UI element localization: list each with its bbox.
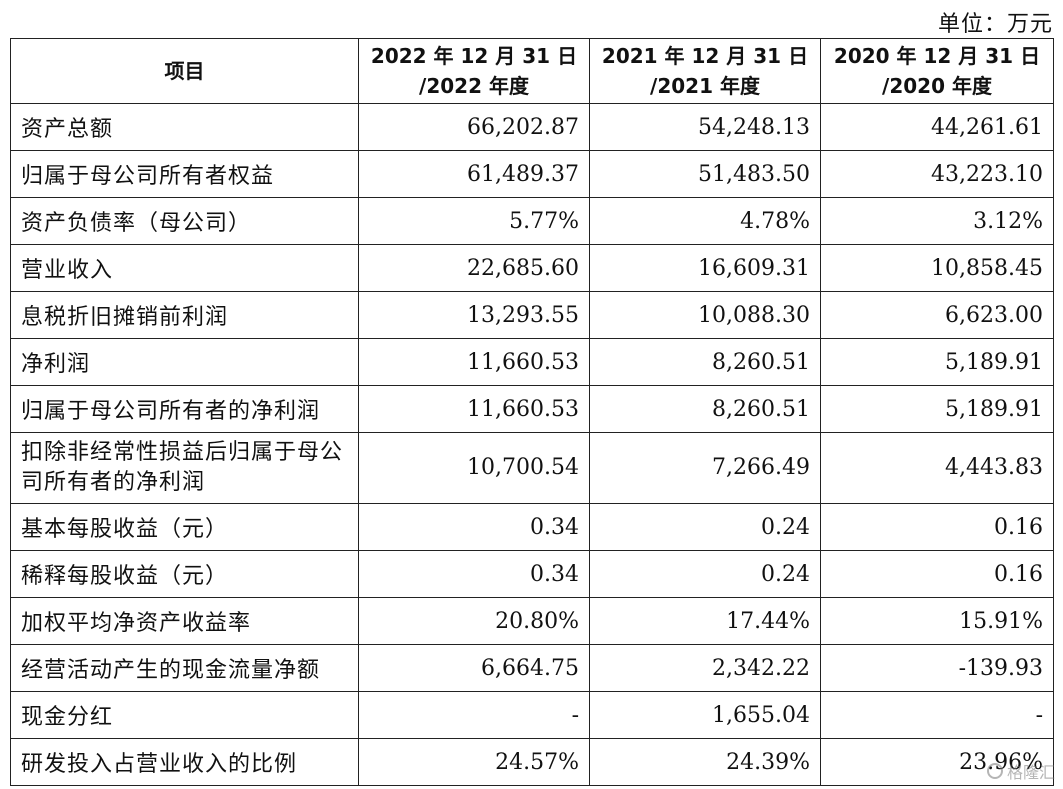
gelonghui-logo-icon — [986, 763, 1003, 779]
table-row: 资产总额 66,202.87 54,248.13 44,261.61 — [10, 103, 1054, 151]
value-2021: 54,248.13 — [589, 103, 821, 151]
row-label: 研发投入占营业收入的比例 — [10, 738, 359, 786]
table-row: 经营活动产生的现金流量净额 6,664.75 2,342.22 -139.93 — [10, 644, 1054, 692]
row-label: 加权平均净资产收益率 — [10, 597, 359, 645]
value-2020: 5,189.91 — [820, 385, 1054, 433]
value-2020: -139.93 — [820, 644, 1054, 692]
row-label: 净利润 — [10, 338, 359, 386]
header-2021-line2: /2021 年度 — [650, 74, 760, 98]
value-2021: 0.24 — [589, 503, 821, 551]
unit-label: 单位：万元 — [937, 12, 1053, 37]
value-2022: 11,660.53 — [358, 338, 590, 386]
watermark: 格隆汇 — [986, 759, 1055, 783]
header-2022-line1: 2022 年 12 月 31 日 — [370, 44, 578, 68]
value-2021: 8,260.51 — [589, 385, 821, 433]
value-2021: 0.24 — [589, 550, 821, 598]
value-2021: 8,260.51 — [589, 338, 821, 386]
value-2021: 2,342.22 — [589, 644, 821, 692]
value-2022: 10,700.54 — [358, 432, 590, 504]
table-row: 营业收入 22,685.60 16,609.31 10,858.45 — [10, 244, 1054, 292]
row-label: 现金分红 — [10, 691, 359, 739]
value-2022: 13,293.55 — [358, 291, 590, 339]
value-2020: 5,189.91 — [820, 338, 1054, 386]
value-2020: 10,858.45 — [820, 244, 1054, 292]
table-row: 资产负债率（母公司） 5.77% 4.78% 3.12% — [10, 197, 1054, 245]
value-2022: 11,660.53 — [358, 385, 590, 433]
financial-summary-table: 项目 2022 年 12 月 31 日 /2022 年度 2021 年 12 月… — [10, 38, 1054, 786]
value-2022: 5.77% — [358, 197, 590, 245]
value-2022: 61,489.37 — [358, 150, 590, 198]
value-2022: 24.57% — [358, 738, 590, 786]
value-2021: 7,266.49 — [589, 432, 821, 504]
value-2021: 1,655.04 — [589, 691, 821, 739]
value-2022: 0.34 — [358, 550, 590, 598]
value-2020: 44,261.61 — [820, 103, 1054, 151]
header-2020-line1: 2020 年 12 月 31 日 — [833, 44, 1041, 68]
value-2020: 6,623.00 — [820, 291, 1054, 339]
table-row: 扣除非经常性损益后归属于母公司所有者的净利润 10,700.54 7,266.4… — [10, 432, 1054, 504]
header-2020: 2020 年 12 月 31 日 /2020 年度 — [820, 38, 1054, 104]
row-label: 营业收入 — [10, 244, 359, 292]
row-label: 资产负债率（母公司） — [10, 197, 359, 245]
value-2020: 0.16 — [820, 503, 1054, 551]
row-label: 归属于母公司所有者权益 — [10, 150, 359, 198]
value-2020: 0.16 — [820, 550, 1054, 598]
value-2020: 43,223.10 — [820, 150, 1054, 198]
row-label: 扣除非经常性损益后归属于母公司所有者的净利润 — [10, 432, 359, 504]
row-label: 息税折旧摊销前利润 — [10, 291, 359, 339]
header-2022-line2: /2022 年度 — [419, 74, 529, 98]
value-2020: 15.91% — [820, 597, 1054, 645]
value-2020: 4,443.83 — [820, 432, 1054, 504]
header-item: 项目 — [10, 38, 359, 104]
table-row: 基本每股收益（元） 0.34 0.24 0.16 — [10, 503, 1054, 551]
value-2022: 22,685.60 — [358, 244, 590, 292]
value-2021: 10,088.30 — [589, 291, 821, 339]
value-2021: 51,483.50 — [589, 150, 821, 198]
value-2022: 20.80% — [358, 597, 590, 645]
table-row: 息税折旧摊销前利润 13,293.55 10,088.30 6,623.00 — [10, 291, 1054, 339]
value-2020: 23.96% — [820, 738, 1054, 786]
value-2021: 16,609.31 — [589, 244, 821, 292]
header-2021-line1: 2021 年 12 月 31 日 — [601, 44, 809, 68]
row-label: 稀释每股收益（元） — [10, 550, 359, 598]
table-row: 归属于母公司所有者的净利润 11,660.53 8,260.51 5,189.9… — [10, 385, 1054, 433]
value-2022: 6,664.75 — [358, 644, 590, 692]
table-row: 加权平均净资产收益率 20.80% 17.44% 15.91% — [10, 597, 1054, 645]
row-label: 基本每股收益（元） — [10, 503, 359, 551]
table-row: 净利润 11,660.53 8,260.51 5,189.91 — [10, 338, 1054, 386]
value-2022: - — [358, 691, 590, 739]
table-header-row: 项目 2022 年 12 月 31 日 /2022 年度 2021 年 12 月… — [10, 38, 1054, 104]
value-2020: - — [820, 691, 1054, 739]
value-2020: 3.12% — [820, 197, 1054, 245]
table-row: 归属于母公司所有者权益 61,489.37 51,483.50 43,223.1… — [10, 150, 1054, 198]
row-label: 资产总额 — [10, 103, 359, 151]
watermark-text: 格隆汇 — [1006, 763, 1055, 782]
row-label: 经营活动产生的现金流量净额 — [10, 644, 359, 692]
row-label: 归属于母公司所有者的净利润 — [10, 385, 359, 433]
value-2022: 66,202.87 — [358, 103, 590, 151]
value-2021: 24.39% — [589, 738, 821, 786]
value-2021: 4.78% — [589, 197, 821, 245]
value-2021: 17.44% — [589, 597, 821, 645]
table-row: 现金分红 - 1,655.04 - — [10, 691, 1054, 739]
table-row: 稀释每股收益（元） 0.34 0.24 0.16 — [10, 550, 1054, 598]
header-2022: 2022 年 12 月 31 日 /2022 年度 — [358, 38, 590, 104]
table-row: 研发投入占营业收入的比例 24.57% 24.39% 23.96% — [10, 738, 1054, 786]
value-2022: 0.34 — [358, 503, 590, 551]
header-2021: 2021 年 12 月 31 日 /2021 年度 — [589, 38, 821, 104]
header-2020-line2: /2020 年度 — [882, 74, 992, 98]
